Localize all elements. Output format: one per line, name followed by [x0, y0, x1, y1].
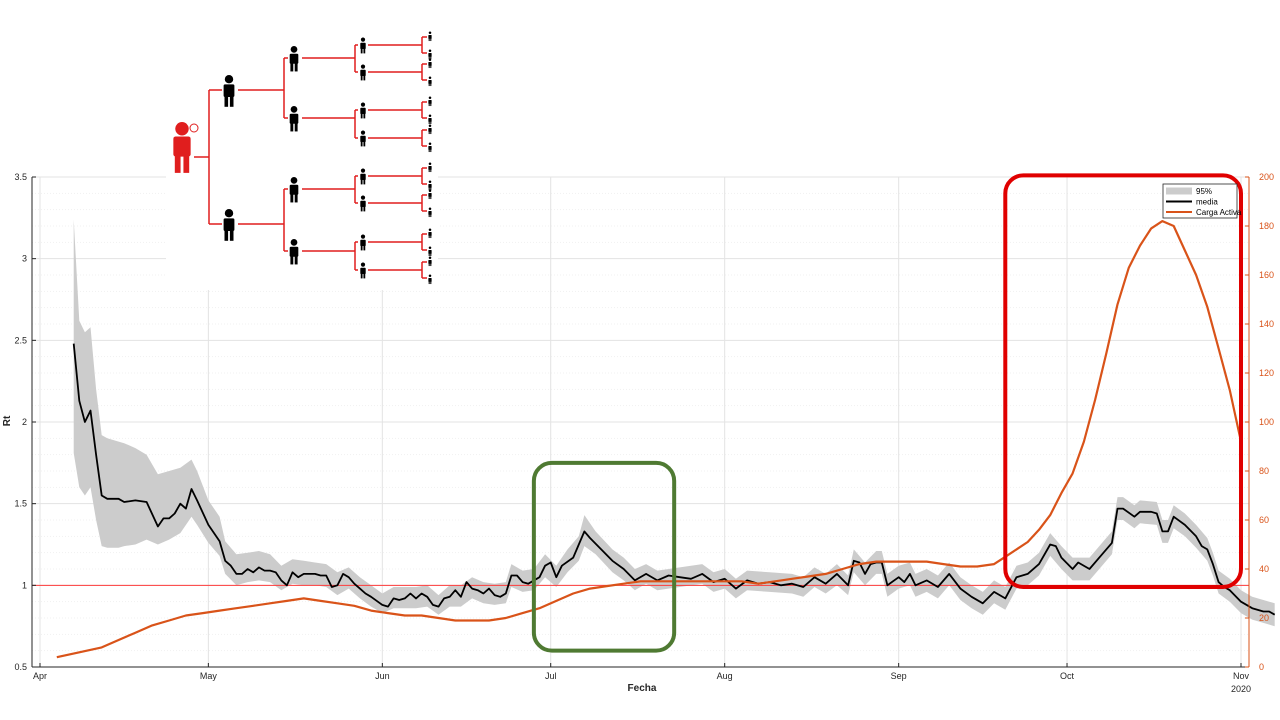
x-axis-label: Fecha	[628, 683, 657, 694]
y-tick-left-label: 1.5	[14, 499, 27, 509]
person-icon	[360, 262, 366, 279]
transmission-tree-icon	[166, 28, 438, 290]
y-tick-right-label: 120	[1259, 368, 1274, 378]
person-icon	[428, 228, 432, 239]
person-icon	[428, 76, 432, 87]
virus-mark	[189, 123, 199, 133]
series-line-media	[72, 343, 1276, 616]
person-icon	[360, 195, 366, 212]
x-ticks: Apr May Jun Jul Aug Sep Oct Nov 2020	[33, 663, 1251, 694]
y-tick-right-label: 160	[1259, 270, 1274, 280]
x-tick-label: Apr	[33, 671, 47, 681]
x-tick-label: Aug	[717, 671, 733, 681]
y-ticks-left: 0.5 1 1.5 2 2.5 3 3.5	[14, 172, 36, 672]
person-icon	[173, 122, 191, 173]
person-icon	[360, 234, 366, 251]
x-tick-label: Oct	[1060, 671, 1075, 681]
y-tick-left-label: 1	[22, 580, 27, 590]
person-icon	[428, 162, 432, 173]
annotations-layer	[531, 173, 1244, 653]
highlight-box-green	[531, 460, 677, 653]
x-tick-label: May	[200, 671, 218, 681]
person-icon	[428, 124, 432, 135]
legend-swatch-band	[1166, 187, 1192, 195]
person-icon	[428, 96, 432, 107]
y-tick-left-label: 3	[22, 254, 27, 264]
y-tick-right-label: 200	[1259, 172, 1274, 182]
person-icon	[428, 180, 432, 191]
y-tick-right-label: 60	[1259, 515, 1269, 525]
person-icon	[428, 207, 432, 218]
person-icon	[360, 64, 366, 81]
series-layer	[56, 220, 1276, 659]
person-icon	[428, 142, 432, 153]
x-year-label: 2020	[1231, 684, 1251, 694]
x-tick-label: Nov	[1233, 671, 1250, 681]
person-icon	[428, 246, 432, 257]
highlight-box-red	[1003, 173, 1244, 589]
person-icon	[428, 31, 432, 42]
legend-entry: Carga Activa	[1196, 208, 1242, 217]
person-icon	[360, 37, 366, 54]
y-tick-right-label: 40	[1259, 564, 1269, 574]
y-ticks-right: 0 20 40 60 80 100 120 140 160 180 200	[1245, 172, 1274, 672]
person-icon	[360, 102, 366, 119]
person-icon	[289, 46, 299, 72]
legend-entry: 95%	[1196, 187, 1212, 196]
person-icon	[289, 177, 299, 203]
legend-entry: media	[1196, 198, 1218, 207]
y-tick-left-label: 3.5	[14, 172, 27, 182]
y-tick-right-label: 100	[1259, 417, 1274, 427]
person-icon	[289, 106, 299, 132]
person-icon	[428, 256, 432, 267]
y-tick-right-label: 20	[1259, 613, 1269, 623]
x-tick-label: Jun	[375, 671, 390, 681]
person-icon	[428, 49, 432, 60]
person-icon	[428, 274, 432, 285]
y-tick-left-label: 2	[22, 417, 27, 427]
person-icon	[223, 75, 235, 107]
y-tick-right-label: 0	[1259, 662, 1264, 672]
person-icon	[428, 114, 432, 125]
person-icon	[360, 130, 366, 147]
y-tick-left-label: 2.5	[14, 335, 27, 345]
person-icon	[428, 58, 432, 69]
y-tick-right-label: 180	[1259, 221, 1274, 231]
person-icon	[428, 189, 432, 200]
person-icon	[223, 209, 235, 241]
x-tick-label: Jul	[545, 671, 557, 681]
y-axis-label: Rt	[2, 415, 13, 426]
y-tick-left-label: 0.5	[14, 662, 27, 672]
series-line-carga-activa	[56, 220, 1243, 659]
y-tick-right-label: 80	[1259, 466, 1269, 476]
y-tick-right-label: 140	[1259, 319, 1274, 329]
person-icon	[360, 168, 366, 185]
x-tick-label: Sep	[891, 671, 907, 681]
person-icon	[289, 239, 299, 265]
